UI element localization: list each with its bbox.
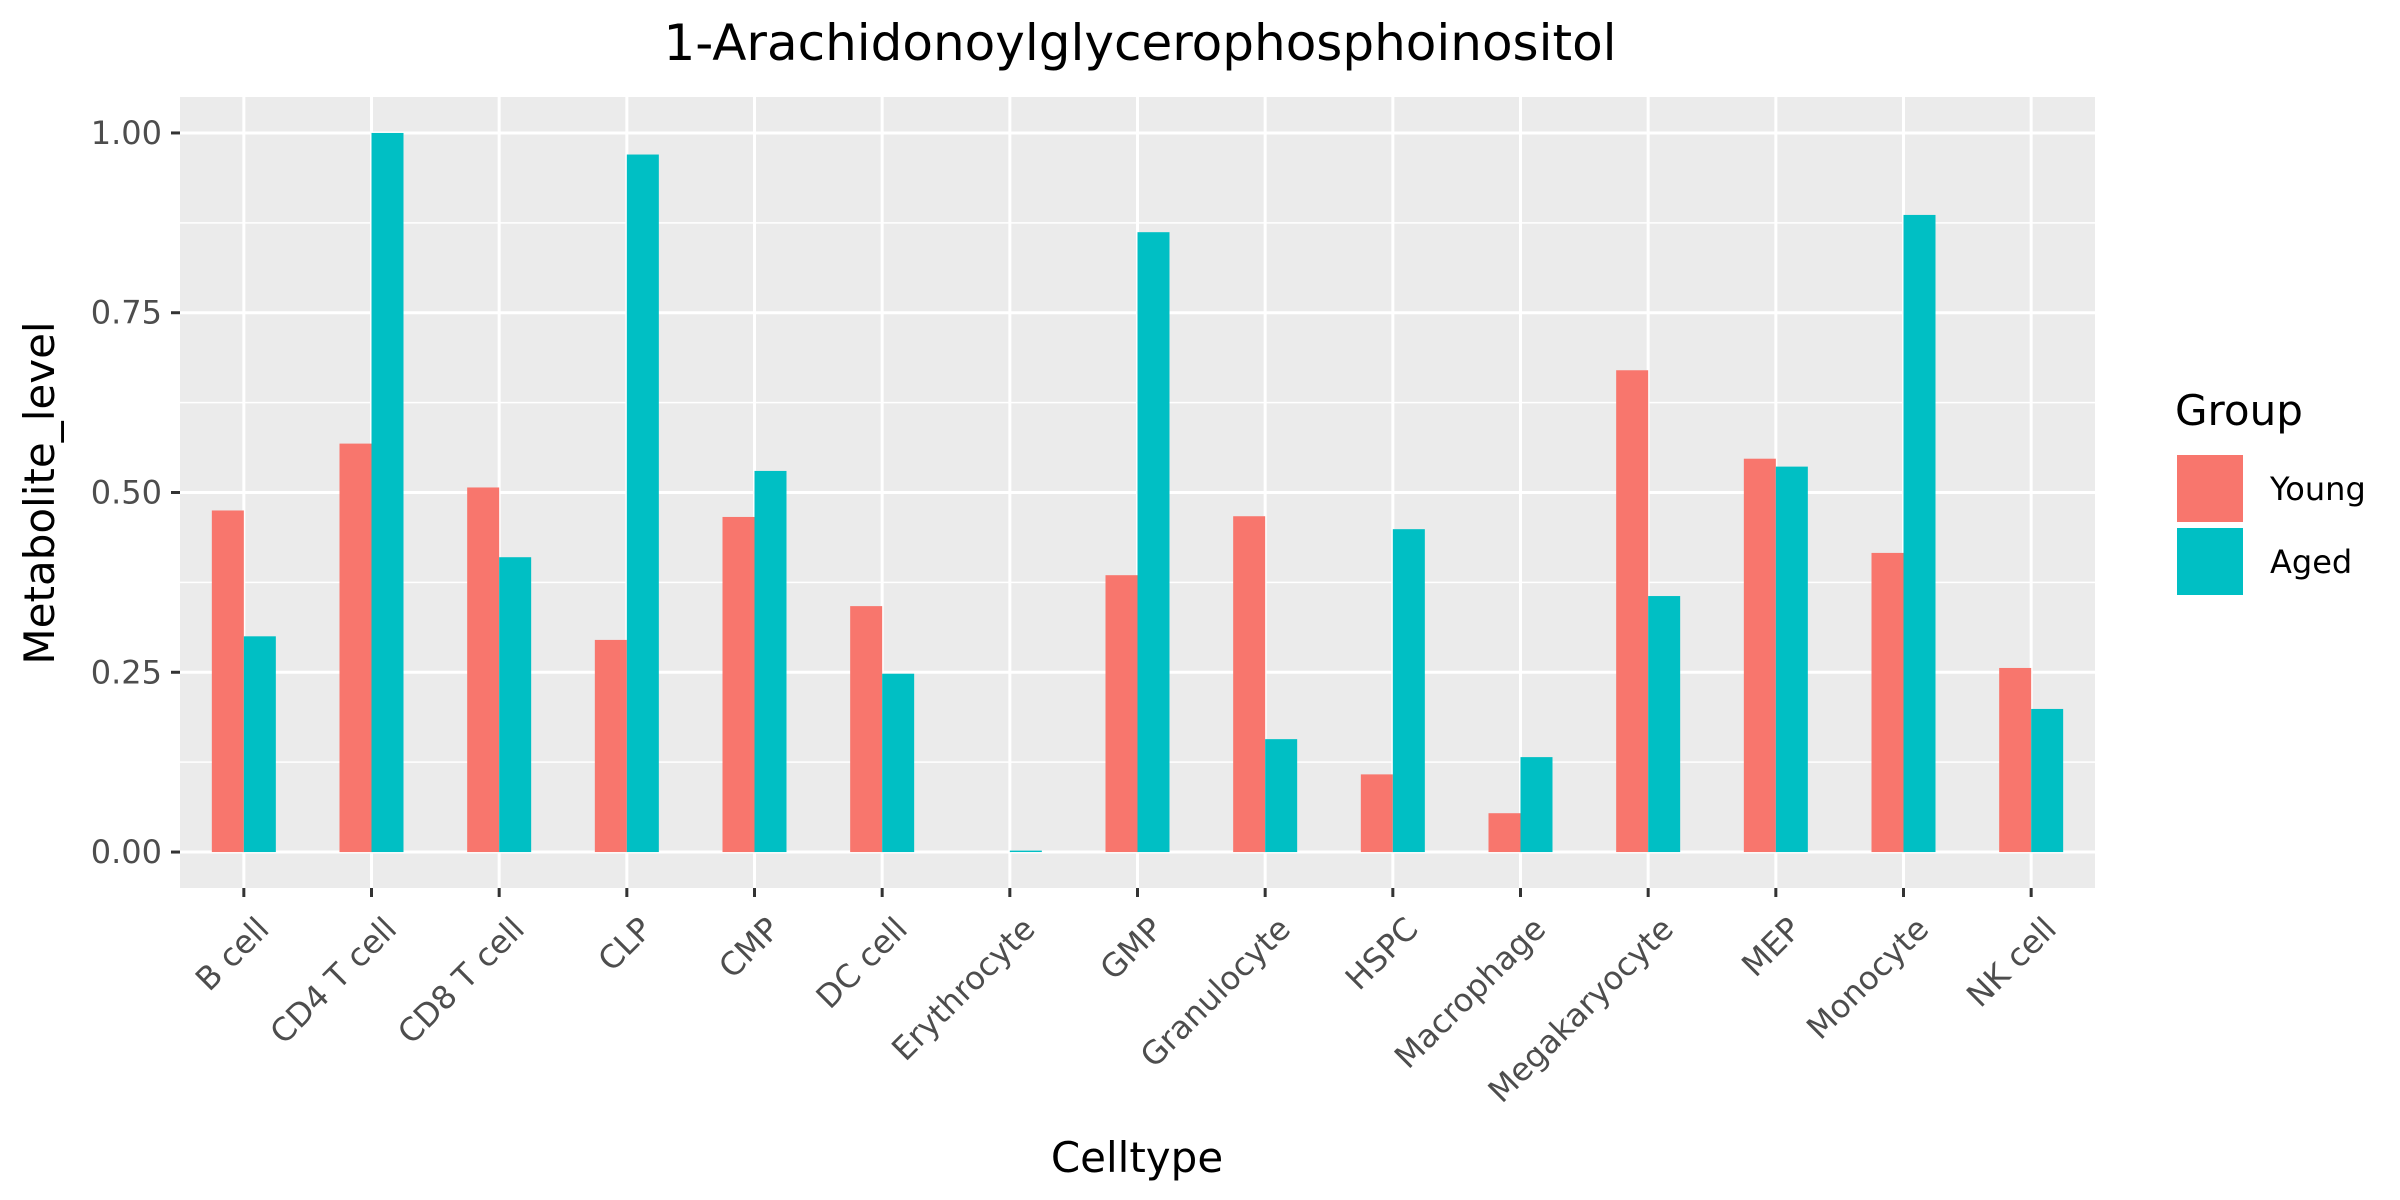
bar-aged-clp: [626, 154, 659, 853]
bar-young-dc-cell: [850, 606, 883, 853]
bars: [211, 132, 2064, 853]
bar-aged-cmp: [754, 470, 787, 853]
legend-label-young: Young: [2269, 470, 2366, 508]
bar-aged-granulocyte: [1265, 739, 1298, 853]
chart-title: 1-Arachidonoylglycerophosphoinositol: [663, 14, 1616, 72]
bar-young-granulocyte: [1233, 516, 1266, 853]
bar-young-b-cell: [211, 510, 244, 853]
bar-aged-mep: [1775, 466, 1808, 853]
y-axis: 0.00 0.25 0.50 0.75 1.00: [91, 114, 180, 871]
bar-aged-macrophage: [1520, 757, 1553, 853]
bar-aged-erythrocyte: [1009, 850, 1042, 853]
y-axis-title: Metabolite_level: [15, 321, 64, 664]
bar-aged-gmp: [1137, 232, 1170, 853]
legend-key-young: [2177, 455, 2243, 522]
bar-young-monocyte: [1871, 552, 1904, 853]
bar-young-hspc: [1360, 774, 1393, 853]
bar-aged-dc-cell: [882, 673, 915, 853]
bar-aged-cd8-t-cell: [499, 557, 532, 853]
bar-young-mep: [1743, 458, 1776, 853]
bar-young-nk-cell: [1999, 667, 2032, 853]
bar-young-cd8-t-cell: [467, 487, 500, 853]
bar-young-cd4-t-cell: [339, 443, 372, 853]
bar-aged-nk-cell: [2031, 708, 2064, 853]
bar-aged-monocyte: [1903, 214, 1936, 853]
bar-aged-b-cell: [243, 636, 276, 853]
y-tick-label: 0.75: [91, 294, 162, 332]
legend-title: Group: [2175, 386, 2303, 435]
y-tick-label: 1.00: [91, 114, 162, 152]
bar-aged-megakaryocyte: [1648, 596, 1681, 853]
y-tick-label: 0.50: [91, 474, 162, 512]
legend: Group Young Aged: [2175, 386, 2366, 595]
bar-young-cmp: [722, 516, 755, 853]
y-tick-label: 0.00: [91, 833, 162, 871]
bar-young-gmp: [1105, 575, 1138, 853]
bar-young-megakaryocyte: [1616, 370, 1649, 853]
bar-young-macrophage: [1488, 813, 1521, 853]
y-tick-label: 0.25: [91, 653, 162, 691]
legend-key-aged: [2177, 528, 2243, 595]
x-axis-title: Celltype: [1051, 1133, 1223, 1182]
legend-label-aged: Aged: [2270, 543, 2352, 581]
bar-aged-cd4-t-cell: [371, 132, 404, 853]
bar-aged-hspc: [1392, 529, 1425, 853]
bar-young-clp: [594, 639, 627, 853]
